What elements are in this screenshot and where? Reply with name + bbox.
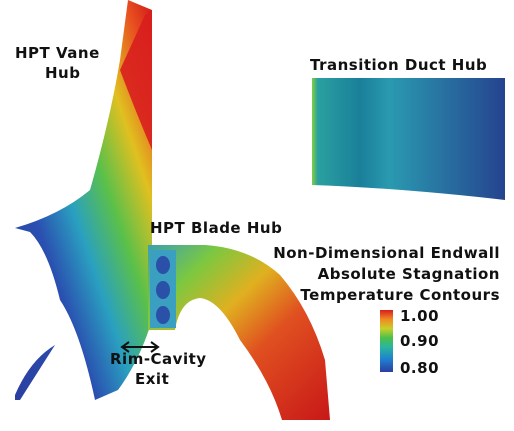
colorbar-tick-label: 1.00 — [400, 307, 439, 325]
figure: HPT Vane Hub Transition Duct Hub HPT Bla… — [0, 0, 514, 431]
page: HPT Vane Hub Transition Duct Hub HPT Bla… — [0, 0, 514, 431]
colorbar-tick-label: 0.90 — [400, 332, 439, 350]
cavity-vortex — [156, 281, 170, 299]
cavity-vortex — [156, 306, 170, 324]
duct-contour — [312, 78, 505, 200]
colorbar-title: Absolute Stagnation — [318, 265, 500, 283]
colorbar — [380, 310, 393, 372]
rim-label: Rim-Cavity — [110, 350, 207, 368]
cavity-vortex — [156, 256, 170, 274]
vane-label: HPT Vane — [15, 44, 100, 62]
colorbar-tick-label: 0.80 — [400, 359, 439, 377]
blade-label: HPT Blade Hub — [150, 219, 282, 237]
colorbar-title: Temperature Contours — [300, 286, 500, 304]
colorbar-title: Non-Dimensional Endwall — [273, 244, 500, 262]
duct-label: Transition Duct Hub — [310, 56, 487, 74]
rim-label: Exit — [135, 370, 169, 388]
vane-label: Hub — [45, 64, 80, 82]
